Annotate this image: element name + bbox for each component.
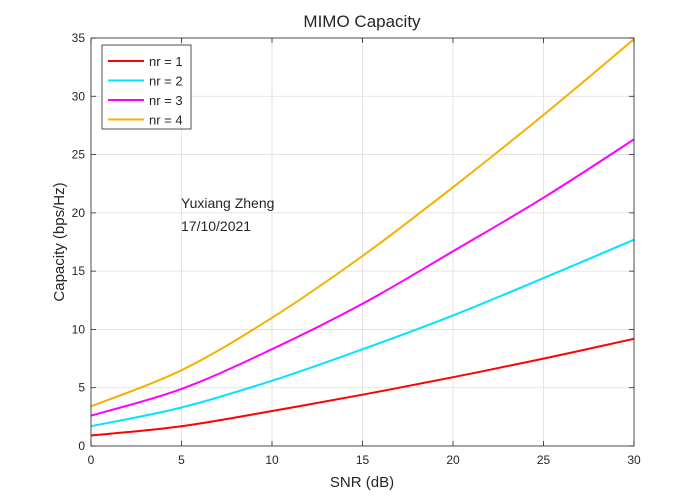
series-line-nr-2 xyxy=(90,238,635,428)
author-annotation: Yuxiang Zheng xyxy=(181,195,274,211)
legend: nr = 1 nr = 2 nr = 3 nr = 4 xyxy=(101,44,192,130)
legend-label-nr-3: nr = 3 xyxy=(149,93,183,108)
legend-label-nr-1: nr = 1 xyxy=(149,54,183,69)
series-line-nr-4 xyxy=(90,38,635,408)
axis-ticks: 0 5 10 15 20 25 30 0 5 10 15 20 25 30 35 xyxy=(72,31,641,467)
y-tick-label: 20 xyxy=(72,206,86,220)
y-tick-label: 25 xyxy=(72,148,86,162)
y-axis-label: Capacity (bps/Hz) xyxy=(51,182,68,301)
x-axis-label: SNR (dB) xyxy=(330,474,394,491)
x-tick-label: 0 xyxy=(88,453,95,467)
x-tick-label: 10 xyxy=(265,453,279,467)
legend-box xyxy=(101,44,192,130)
x-tick-label: 30 xyxy=(627,453,641,467)
y-tick-label: 35 xyxy=(72,31,86,45)
x-tick-label: 15 xyxy=(356,453,370,467)
series-line-nr-3 xyxy=(90,138,635,417)
x-tick-label: 5 xyxy=(178,453,185,467)
y-tick-label: 0 xyxy=(78,439,85,453)
date-annotation: 17/10/2021 xyxy=(181,218,251,234)
series-line-nr-1 xyxy=(90,337,635,437)
chart-title: MIMO Capacity xyxy=(303,12,421,31)
y-tick-label: 10 xyxy=(72,322,86,336)
y-tick-label: 5 xyxy=(78,381,85,395)
y-tick-label: 30 xyxy=(72,89,86,103)
y-tick-label: 15 xyxy=(72,264,86,278)
legend-label-nr-4: nr = 4 xyxy=(149,113,183,128)
series-layer xyxy=(90,38,635,437)
x-tick-label: 20 xyxy=(446,453,460,467)
x-tick-label: 25 xyxy=(537,453,551,467)
legend-label-nr-2: nr = 2 xyxy=(149,74,183,89)
